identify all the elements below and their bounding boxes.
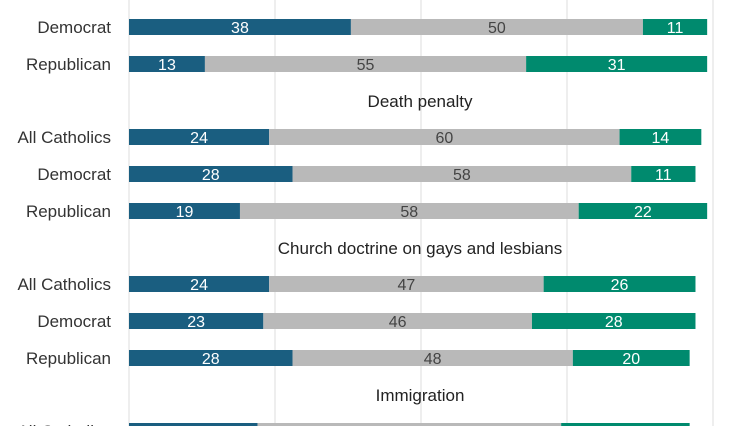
data-label: 50 bbox=[488, 20, 506, 37]
data-label: 46 bbox=[389, 314, 407, 331]
data-label: 22 bbox=[184, 424, 202, 426]
data-label: 52 bbox=[400, 424, 418, 426]
data-label: 38 bbox=[231, 20, 249, 37]
bar-segment bbox=[129, 350, 293, 366]
data-label: 13 bbox=[158, 57, 176, 74]
data-label: 26 bbox=[611, 277, 629, 294]
bar-segment bbox=[292, 166, 632, 182]
bar-segment bbox=[619, 129, 702, 145]
category-label: Democrat bbox=[37, 18, 111, 37]
bar-segment bbox=[129, 423, 258, 426]
section-title: Immigration bbox=[376, 386, 465, 405]
bar-segment bbox=[269, 276, 544, 292]
bar-segment bbox=[257, 423, 562, 426]
data-label: 11 bbox=[667, 20, 684, 37]
bar-segment bbox=[561, 423, 690, 426]
data-label: 55 bbox=[357, 57, 375, 74]
data-label: 14 bbox=[652, 130, 670, 147]
bars bbox=[129, 19, 708, 426]
section-title: Church doctrine on gays and lesbians bbox=[278, 239, 562, 258]
data-label: 20 bbox=[622, 351, 640, 368]
data-label: 22 bbox=[634, 204, 652, 221]
category-label: All Catholics bbox=[17, 275, 111, 294]
labels: Democrat 38 50 11 Republican 13 55 31 Death pena… bbox=[17, 18, 683, 426]
bar-segment bbox=[129, 56, 205, 72]
bar-segment bbox=[269, 129, 620, 145]
data-label: 11 bbox=[655, 167, 672, 184]
bar-segment bbox=[129, 129, 270, 145]
data-label: 24 bbox=[190, 277, 208, 294]
bar-segment bbox=[204, 56, 527, 72]
data-label: 47 bbox=[398, 277, 416, 294]
bar-segment bbox=[543, 276, 696, 292]
bar-segment bbox=[642, 19, 708, 35]
bar-segment bbox=[531, 313, 696, 329]
category-label: Republican bbox=[26, 349, 111, 368]
bar-segment bbox=[578, 203, 708, 219]
bar-segment bbox=[239, 203, 579, 219]
bar-segment bbox=[263, 313, 532, 329]
bar-segment bbox=[631, 166, 696, 182]
category-label: Republican bbox=[26, 55, 111, 74]
bar-segment bbox=[129, 203, 240, 219]
data-label: 24 bbox=[190, 130, 208, 147]
data-label: 31 bbox=[608, 57, 626, 74]
data-label: 48 bbox=[424, 351, 442, 368]
category-label: Democrat bbox=[37, 165, 111, 184]
section-title: Death penalty bbox=[368, 92, 473, 111]
bar-segment bbox=[526, 56, 708, 72]
data-label: 58 bbox=[400, 204, 418, 221]
category-label: All Catholics bbox=[17, 128, 111, 147]
data-label: 22 bbox=[617, 424, 635, 426]
bar-segment bbox=[129, 313, 264, 329]
category-label: Republican bbox=[26, 202, 111, 221]
data-label: 23 bbox=[187, 314, 205, 331]
bar-segment bbox=[129, 19, 351, 35]
category-label: All Catholics bbox=[17, 422, 111, 426]
category-label: Democrat bbox=[37, 312, 111, 331]
data-label: 19 bbox=[176, 204, 194, 221]
data-label: 60 bbox=[435, 130, 453, 147]
data-label: 28 bbox=[202, 167, 220, 184]
data-label: 28 bbox=[202, 351, 220, 368]
data-label: 28 bbox=[605, 314, 623, 331]
bar-segment bbox=[350, 19, 643, 35]
bar-segment bbox=[572, 350, 690, 366]
bar-segment bbox=[292, 350, 573, 366]
bar-segment bbox=[129, 276, 270, 292]
bar-segment bbox=[129, 166, 293, 182]
data-label: 58 bbox=[453, 167, 471, 184]
